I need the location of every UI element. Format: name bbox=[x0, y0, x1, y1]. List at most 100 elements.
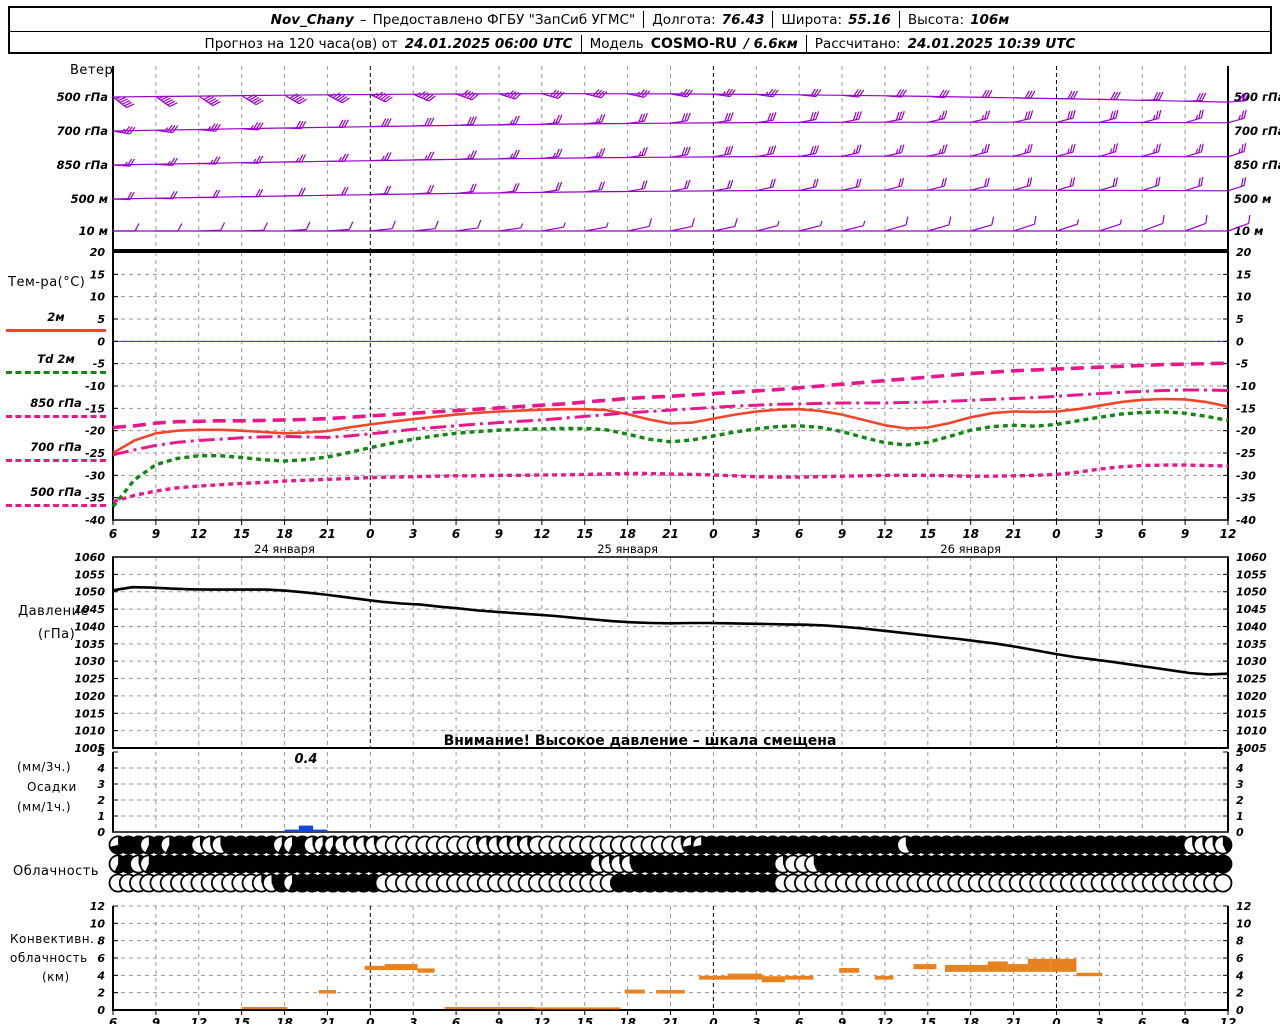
svg-text:-25: -25 bbox=[1236, 447, 1256, 460]
wind-title: Ветер bbox=[70, 63, 114, 78]
svg-text:3: 3 bbox=[752, 527, 760, 541]
wind-level-label-left-4: 10 м bbox=[78, 224, 108, 238]
temp-legend-item-1: Td 2м bbox=[6, 352, 106, 374]
svg-text:15: 15 bbox=[1236, 268, 1252, 281]
svg-text:1030: 1030 bbox=[74, 655, 105, 668]
svg-text:1005: 1005 bbox=[1236, 742, 1267, 755]
svg-text:12: 12 bbox=[877, 527, 894, 541]
svg-text:12: 12 bbox=[1220, 1016, 1237, 1024]
header-row-2: Прогноз на 120 часа(ов) от 24.01.2025 06… bbox=[10, 32, 1270, 55]
svg-text:9: 9 bbox=[495, 1016, 503, 1024]
svg-text:0: 0 bbox=[1236, 1004, 1244, 1017]
computed-label: Рассчитано: bbox=[814, 35, 901, 52]
temp-legend-item-2: 850 гПа bbox=[6, 396, 106, 418]
svg-text:0: 0 bbox=[709, 1016, 717, 1024]
temp-legend-swatch-0 bbox=[6, 329, 106, 332]
svg-text:-15: -15 bbox=[85, 402, 105, 415]
svg-text:10: 10 bbox=[90, 917, 106, 930]
model-label: Модель bbox=[589, 35, 644, 52]
svg-text:6: 6 bbox=[452, 1016, 460, 1024]
temp-legend-swatch-2 bbox=[6, 415, 106, 418]
svg-text:6: 6 bbox=[1138, 527, 1146, 541]
svg-text:15: 15 bbox=[233, 1016, 250, 1024]
temp-legend-swatch-3 bbox=[6, 459, 106, 462]
svg-text:1005: 1005 bbox=[74, 742, 105, 755]
svg-text:0: 0 bbox=[1052, 527, 1060, 541]
header-divider-5 bbox=[805, 35, 807, 52]
svg-text:20: 20 bbox=[1236, 246, 1252, 259]
svg-text:18: 18 bbox=[962, 527, 979, 541]
wind-level-label-left-1: 700 гПа bbox=[56, 124, 108, 138]
temp-legend-label-1: Td 2м bbox=[37, 352, 75, 366]
wind-level-label-left-3: 500 м bbox=[70, 192, 108, 206]
svg-text:0.4: 0.4 bbox=[294, 752, 317, 767]
svg-text:3: 3 bbox=[409, 1016, 417, 1024]
svg-text:9: 9 bbox=[1181, 527, 1189, 541]
temp-legend-item-0: 2м bbox=[6, 310, 106, 332]
header-divider-1 bbox=[643, 11, 645, 28]
svg-text:6: 6 bbox=[1138, 1016, 1146, 1024]
header-divider-2 bbox=[772, 11, 774, 28]
svg-text:21: 21 bbox=[662, 527, 679, 541]
header-divider-4 bbox=[580, 35, 582, 52]
svg-text:1020: 1020 bbox=[74, 690, 105, 703]
svg-text:15: 15 bbox=[576, 527, 593, 541]
svg-text:1025: 1025 bbox=[1236, 673, 1267, 686]
svg-text:5: 5 bbox=[1236, 313, 1244, 326]
temp-legend-swatch-1 bbox=[6, 371, 106, 374]
svg-text:9: 9 bbox=[838, 1016, 846, 1024]
svg-text:0: 0 bbox=[366, 1016, 374, 1024]
svg-text:3: 3 bbox=[409, 527, 417, 541]
svg-text:6: 6 bbox=[452, 527, 460, 541]
header-dash: – bbox=[359, 11, 367, 28]
precip-label-bot: (мм/1ч.) bbox=[17, 800, 72, 814]
svg-text:1045: 1045 bbox=[1236, 603, 1267, 616]
svg-text:8: 8 bbox=[97, 935, 105, 948]
svg-text:1055: 1055 bbox=[1236, 568, 1267, 581]
svg-text:5: 5 bbox=[97, 746, 105, 759]
svg-text:10: 10 bbox=[1236, 291, 1252, 304]
svg-text:12: 12 bbox=[533, 1016, 550, 1024]
longitude-value: 76.43 bbox=[721, 11, 765, 28]
svg-text:1: 1 bbox=[1236, 810, 1244, 823]
svg-text:4: 4 bbox=[1235, 969, 1244, 982]
svg-text:3: 3 bbox=[97, 778, 105, 791]
svg-text:1045: 1045 bbox=[74, 603, 105, 616]
latitude-label: Широта: bbox=[781, 11, 843, 28]
convective-label-2: облачность bbox=[10, 951, 88, 965]
header-row-1: Nov_Chany – Предоставлено ФГБУ "ЗапСиб У… bbox=[10, 8, 1270, 31]
svg-text:9: 9 bbox=[1181, 1016, 1189, 1024]
svg-text:0: 0 bbox=[709, 527, 717, 541]
svg-text:8: 8 bbox=[1236, 935, 1244, 948]
svg-text:15: 15 bbox=[90, 268, 106, 281]
svg-text:0: 0 bbox=[97, 1004, 105, 1017]
temperature-title: Тем-ра(°C) bbox=[8, 275, 86, 290]
svg-text:26 января: 26 января bbox=[940, 542, 1001, 556]
forecast-time: 24.01.2025 06:00 UTC bbox=[404, 35, 573, 52]
svg-text:-35: -35 bbox=[1236, 492, 1256, 505]
wind-level-label-right-1: 700 гПа bbox=[1234, 124, 1280, 138]
computed-time: 24.01.2025 10:39 UTC bbox=[907, 35, 1076, 52]
svg-text:1050: 1050 bbox=[1236, 586, 1267, 599]
svg-text:18: 18 bbox=[962, 1016, 979, 1024]
svg-text:1: 1 bbox=[97, 810, 105, 823]
svg-text:-5: -5 bbox=[93, 358, 106, 371]
svg-text:9: 9 bbox=[152, 1016, 160, 1024]
svg-text:6: 6 bbox=[795, 1016, 803, 1024]
svg-text:9: 9 bbox=[838, 527, 846, 541]
svg-text:1020: 1020 bbox=[1236, 690, 1267, 703]
svg-text:2: 2 bbox=[97, 794, 105, 807]
svg-text:-35: -35 bbox=[85, 492, 105, 505]
svg-text:6: 6 bbox=[1236, 952, 1244, 965]
header-separator bbox=[10, 31, 1270, 32]
svg-text:1040: 1040 bbox=[1236, 620, 1267, 633]
precip-label-top: (мм/3ч.) bbox=[17, 760, 72, 774]
svg-text:-10: -10 bbox=[85, 380, 105, 393]
svg-text:5: 5 bbox=[1236, 746, 1244, 759]
svg-text:-20: -20 bbox=[85, 425, 105, 438]
svg-text:18: 18 bbox=[619, 1016, 636, 1024]
convective-label-1: Конвективн. bbox=[10, 932, 95, 946]
svg-text:21: 21 bbox=[662, 1016, 679, 1024]
